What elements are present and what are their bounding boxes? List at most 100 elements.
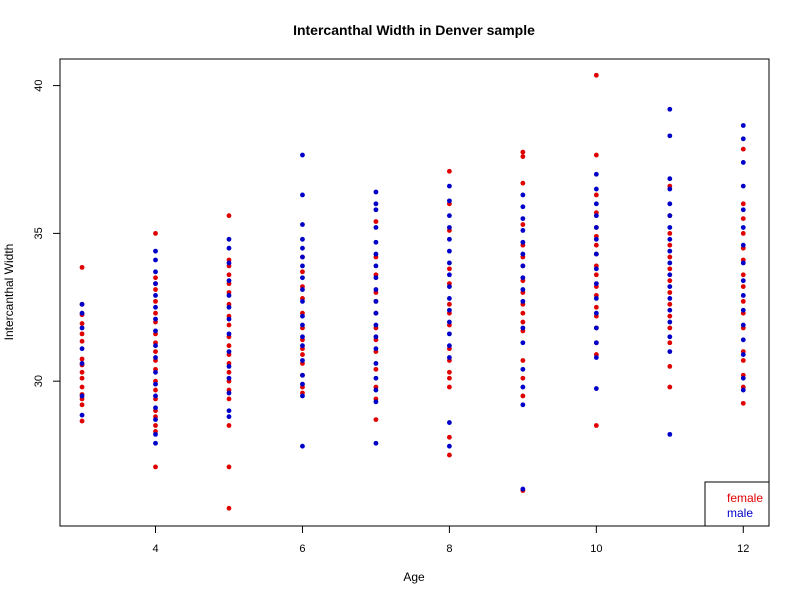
data-point-male [79,301,85,307]
data-point-female [667,301,673,307]
data-point-male [520,239,526,245]
x-tick-label: 6 [299,543,305,555]
data-point-male [446,443,452,449]
data-point-female [300,269,305,275]
data-point-female [667,325,673,331]
data-point-male [373,189,379,195]
data-point-male [226,375,232,381]
data-point-female [520,319,526,325]
data-point-female [226,272,232,278]
data-point-male [740,293,746,298]
data-point-male [373,287,379,292]
data-point-female [740,272,746,278]
data-point-male [667,176,673,182]
data-point-male [446,319,452,325]
data-point-male [593,281,599,287]
data-point-male [373,225,379,230]
data-point-male [520,384,526,390]
y-tick-label: 40 [33,79,45,91]
data-point-female [520,180,526,186]
y-axis: 30 35 40 [33,79,60,387]
data-point-male [300,254,305,260]
data-point-female [153,349,158,355]
data-point-male [373,361,379,366]
data-point-male [520,402,526,408]
data-point-female [226,369,232,375]
data-point-female [373,417,379,422]
x-axis: 4 6 8 10 12 [152,526,749,555]
data-point-male [300,393,305,399]
data-point-female [300,352,305,357]
data-point-female [667,230,673,236]
data-point-male [740,260,746,266]
data-point-male [373,275,379,281]
data-point-female [740,216,746,222]
x-tick-label: 4 [152,543,158,555]
data-point-female [446,452,452,458]
data-point-male [446,183,452,189]
data-point-female [153,387,158,393]
data-point-male [593,296,599,301]
data-point-male [226,278,232,284]
data-point-male [520,263,526,269]
data-points [79,72,746,511]
data-point-male [373,263,379,269]
data-point-male [667,260,673,266]
data-point-male [226,414,232,420]
data-point-male [373,298,379,304]
data-point-male [667,186,673,192]
data-point-male [226,236,232,242]
legend-entry-female: female [727,491,763,505]
data-point-male [667,133,673,139]
data-point-male [593,266,599,272]
data-point-male [300,275,305,281]
legend: female male [704,481,770,527]
data-point-male [226,390,232,396]
data-point-male [593,186,599,192]
data-point-male [667,225,673,230]
data-point-male [373,387,379,393]
data-point-male [226,245,232,251]
data-point-female [593,152,599,158]
data-point-female [373,366,379,372]
data-point-female [446,369,452,375]
data-point-male [226,363,232,369]
data-point-male [740,337,746,343]
data-point-male [226,304,232,310]
data-point-female [740,284,746,289]
data-point-male [446,296,452,301]
data-point-female [79,418,85,424]
data-point-female [520,358,526,363]
data-point-male [520,325,526,331]
data-point-male [300,443,305,449]
data-point-female [79,375,85,381]
data-point-male [153,431,158,437]
data-point-female [667,363,673,369]
data-point-female [593,304,599,310]
data-point-male [446,225,452,230]
data-point-female [153,423,158,428]
data-point-female [667,266,673,272]
data-point-female [226,343,232,349]
y-tick-label: 35 [33,227,45,239]
data-point-male [740,207,746,213]
data-point-female [79,384,85,390]
data-point-male [373,440,379,446]
data-point-male [740,307,746,313]
data-point-male [300,358,305,363]
data-point-male [667,349,673,355]
data-point-male [373,346,379,352]
data-point-male [153,355,158,360]
data-point-female [226,423,232,428]
data-point-male [79,412,85,418]
data-point-male [153,248,158,254]
data-point-female [520,375,526,381]
y-tick-label: 30 [33,375,45,387]
data-point-male [300,245,305,251]
data-point-male [593,236,599,242]
data-point-female [446,168,452,174]
data-point-male [300,236,305,242]
data-point-male [300,372,305,378]
data-point-male [373,322,379,328]
data-point-male [300,222,305,227]
